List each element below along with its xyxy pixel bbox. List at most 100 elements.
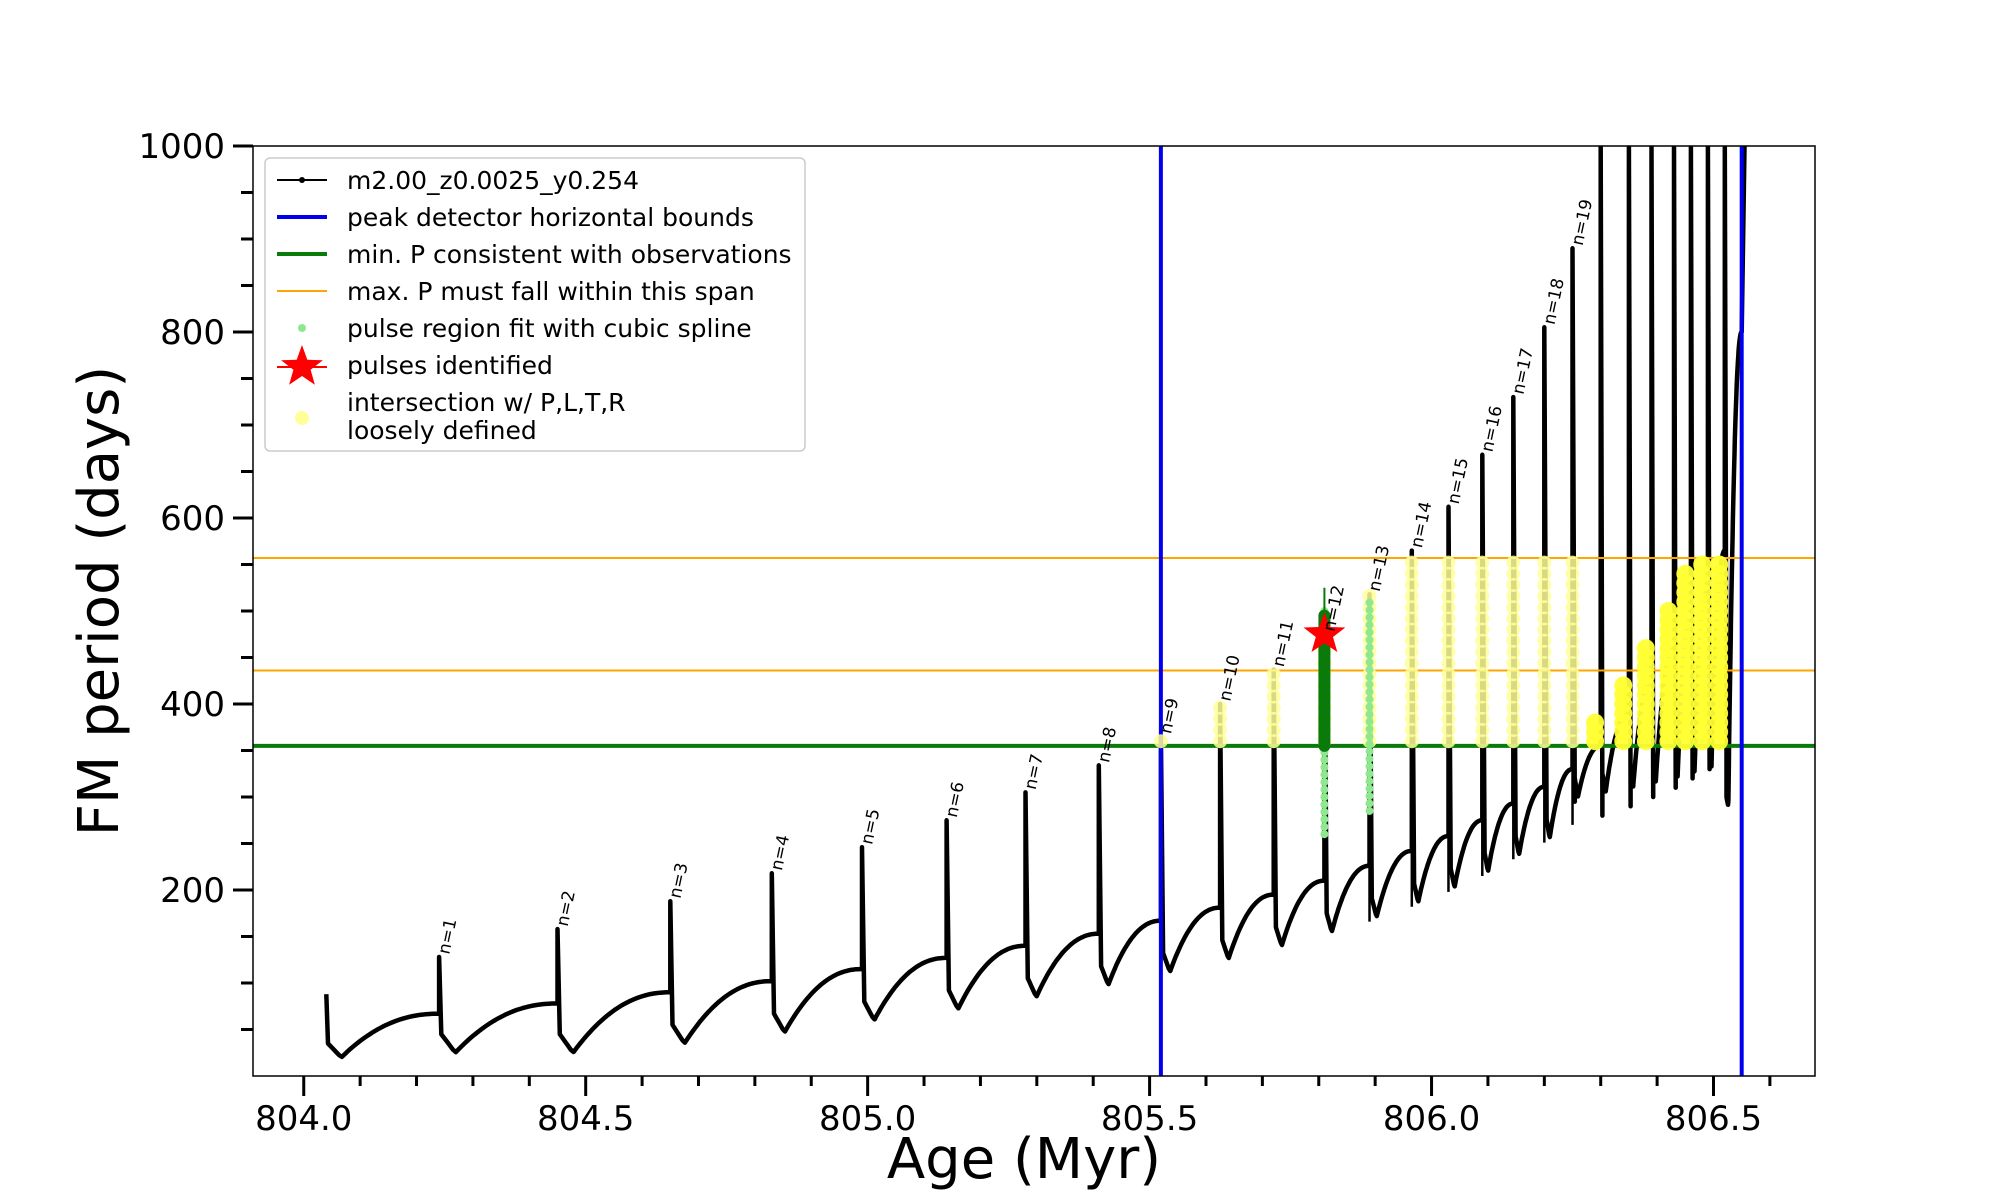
intersection-marker [1537,678,1552,693]
intersection-marker [1362,589,1377,604]
spline-region-point [1365,747,1374,756]
intersection-marker [1506,678,1521,693]
intersection-marker [1565,734,1580,749]
intersection-marker [1441,566,1456,581]
intersection-marker [1537,700,1552,715]
spline-region-point [1320,822,1329,831]
spline-region-point [1365,702,1374,711]
intersection-marker [1404,611,1419,626]
spline-region-point [1365,710,1374,719]
spline-region-point [1365,673,1374,682]
spline-region-point [1365,620,1374,629]
x-axis-title: Age (Myr) [887,1127,1161,1192]
intersection-marker [1506,566,1521,581]
intersection-marker [1676,564,1695,583]
spline-region-point [1365,613,1374,622]
pulse-label: n=18 [1540,277,1569,327]
intersection-marker [1565,667,1580,682]
intersection-marker [1441,678,1456,693]
intersection-marker [1565,711,1580,726]
intersection-marker [1404,589,1419,604]
intersection-marker [1404,555,1419,570]
pulse-label: n=4 [767,833,794,872]
intersection-marker [1475,644,1490,659]
intersection-marker [1565,644,1580,659]
intersection-marker [1404,678,1419,693]
intersection-marker [1404,734,1419,749]
intersection-marker [1614,676,1633,695]
intersection-marker [1659,602,1678,620]
intersection-marker [1537,555,1552,570]
pulse-label: n=13 [1365,544,1394,594]
intersection-marker [1506,734,1521,749]
intersection-marker [1537,667,1552,682]
intersection-marker [1565,577,1580,592]
intersection-marker [1404,656,1419,671]
intersection-marker [1475,589,1490,604]
intersection-marker [1441,723,1456,738]
intersection-marker [1565,555,1580,570]
intersection-marker [1441,656,1456,671]
pulse-label: n=7 [1021,752,1048,791]
intersection-marker [1404,633,1419,648]
pulse-label: n=3 [666,861,693,900]
spline-region-point [1365,628,1374,637]
intersection-marker [1441,644,1456,659]
intersection-marker [1404,577,1419,592]
legend-label: intersection w/ P,L,T,R [347,388,626,417]
pulse-label: n=15 [1444,456,1473,506]
intersection-marker [1475,711,1490,726]
plot-area: n=1n=2n=3n=4n=5n=6n=7n=8n=9n=10n=11n=12n… [253,146,1815,1076]
intersection-marker [1537,577,1552,592]
legend-handle [298,324,306,332]
intersection-marker [1213,700,1228,715]
intersection-marker [1475,622,1490,637]
spline-region-point [1365,665,1374,674]
y-tick-label: 600 [160,499,225,539]
x-tick-label: 804.5 [537,1099,634,1139]
pulse-label: n=5 [857,807,884,846]
pulse-label: n=14 [1407,500,1436,550]
pulse-label: n=11 [1269,619,1298,669]
intersection-marker [1565,589,1580,604]
x-tick-label: 805.5 [1101,1099,1198,1139]
intersection-marker [1506,577,1521,592]
spline-region-point [1365,717,1374,726]
intersection-marker [1506,700,1521,715]
intersection-marker [1537,711,1552,726]
intersection-marker [1565,633,1580,648]
spline-region-point [1365,754,1374,763]
y-tick-label: 200 [160,871,225,911]
legend-label: max. P must fall within this span [347,277,755,306]
intersection-marker [1153,734,1168,749]
intersection-marker [1537,622,1552,637]
intersection-marker [1475,577,1490,592]
spline-region-point [1320,778,1329,787]
intersection-marker [1404,622,1419,637]
spline-region-point [1365,784,1374,793]
intersection-marker [1441,589,1456,604]
intersection-marker [1506,555,1521,570]
legend-label: loosely defined [347,416,537,445]
intersection-marker [1441,734,1456,749]
spline-region-point [1320,763,1329,772]
intersection-marker [1475,678,1490,693]
intersection-marker [1266,689,1281,704]
intersection-marker [1565,622,1580,637]
intersection-marker [1475,611,1490,626]
intersection-marker [1586,713,1605,732]
intersection-marker [1441,700,1456,715]
spline-region-point [1365,799,1374,808]
intersection-marker [1404,600,1419,615]
intersection-marker [1475,566,1490,581]
spline-region-point [1365,598,1374,607]
intersection-marker [1537,656,1552,671]
intersection-marker [1404,644,1419,659]
spline-region-point [1365,635,1374,644]
spline-region-point [1320,785,1329,794]
intersection-marker [1506,667,1521,682]
intersection-marker [1266,678,1281,693]
legend-handle [299,177,305,183]
intersection-marker [1404,566,1419,581]
